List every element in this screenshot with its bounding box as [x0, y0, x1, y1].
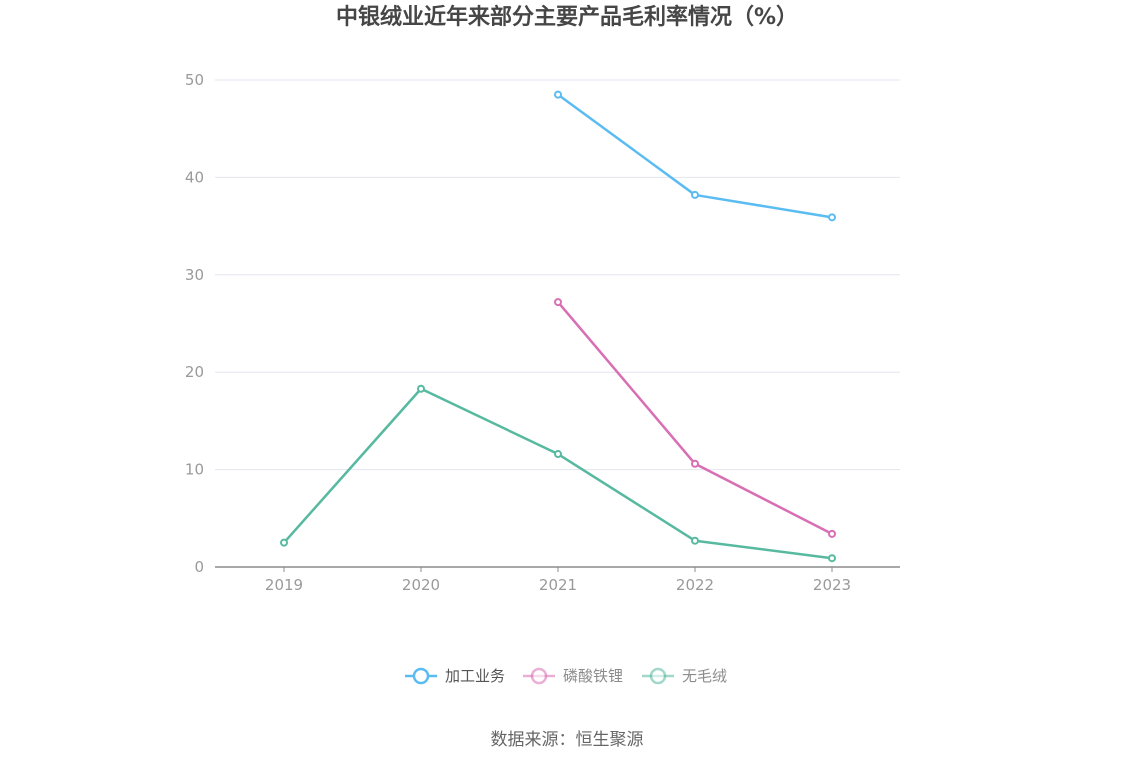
data-point — [828, 529, 836, 538]
data-point — [280, 538, 288, 547]
gridlines — [215, 79, 900, 471]
x-tick-label: 2023 — [813, 576, 851, 594]
y-tick-label: 40 — [185, 168, 204, 186]
y-tick-label: 10 — [185, 461, 204, 479]
data-point — [691, 190, 699, 199]
y-tick-label: 20 — [185, 363, 204, 381]
data-point — [828, 213, 836, 222]
legend-marker — [412, 667, 430, 685]
data-point — [554, 298, 562, 307]
y-tick-label: 0 — [194, 558, 204, 576]
x-axis: 2019 2020 2021 2022 2023 — [215, 566, 900, 594]
series-3 — [280, 384, 836, 563]
y-tick-label: 50 — [185, 71, 204, 89]
x-tick-label: 2022 — [676, 576, 714, 594]
data-point — [417, 384, 425, 393]
data-point — [554, 450, 562, 459]
legend-item[interactable]: 无毛绒 — [642, 667, 727, 685]
legend-marker — [530, 667, 548, 685]
series-lines — [280, 90, 836, 563]
series-line — [557, 301, 833, 535]
data-point — [691, 459, 699, 468]
legend-item[interactable]: 加工业务 — [405, 667, 505, 685]
legend-label: 无毛绒 — [682, 667, 727, 685]
legend-label: 加工业务 — [445, 667, 505, 685]
data-point — [691, 536, 699, 545]
legend: 加工业务 磷酸铁锂 无毛绒 — [405, 667, 727, 685]
x-tick-label: 2019 — [265, 576, 303, 594]
legend-label: 磷酸铁锂 — [563, 667, 623, 685]
source-note: 数据来源：恒生聚源 — [490, 730, 644, 750]
chart-title: 中银绒业近年来部分主要产品毛利率情况（%） — [335, 5, 799, 30]
legend-item[interactable]: 磷酸铁锂 — [523, 667, 623, 685]
x-tick-label: 2021 — [539, 576, 577, 594]
series-1 — [554, 90, 836, 222]
y-tick-label: 30 — [185, 266, 204, 284]
x-tick-label: 2020 — [402, 576, 440, 594]
series-line — [283, 387, 833, 560]
legend-marker — [649, 667, 667, 685]
series-2 — [554, 298, 836, 538]
data-point — [554, 90, 562, 99]
y-axis-tick-labels: 0 10 20 30 40 50 — [185, 71, 204, 576]
data-point — [828, 554, 836, 563]
